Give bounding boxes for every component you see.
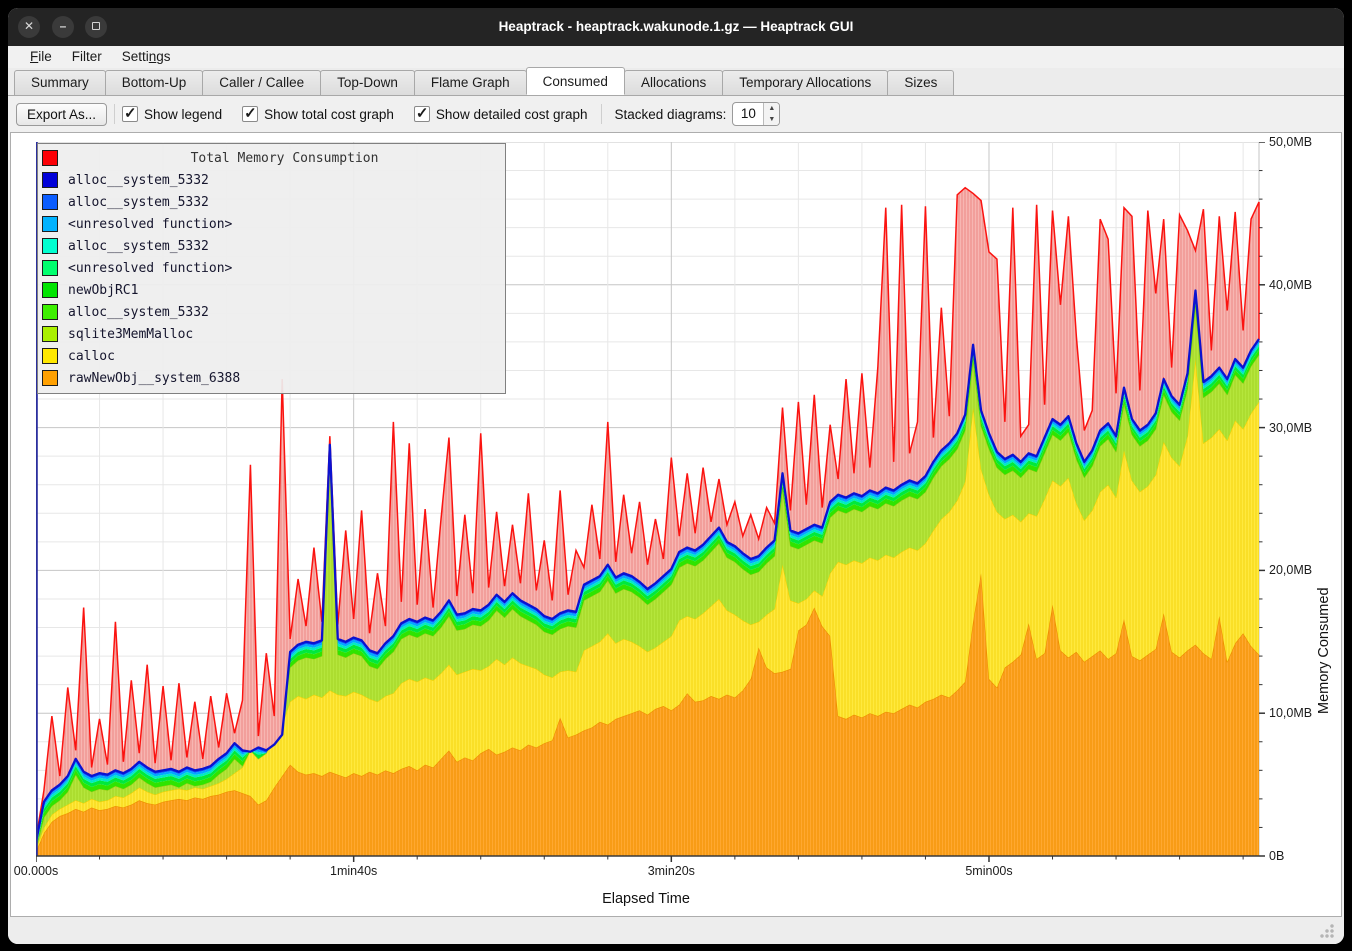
legend-item: alloc__system_5332 (42, 169, 501, 191)
tab-summary[interactable]: Summary (14, 70, 106, 95)
menu-bar: File Filter Settings (8, 46, 1344, 68)
legend-label: alloc__system_5332 (68, 304, 209, 320)
legend-label: newObjRC1 (68, 282, 139, 298)
legend-label: <unresolved function> (68, 260, 233, 276)
legend-swatch-icon (42, 260, 58, 276)
memory-consumption-plot[interactable] (36, 142, 1265, 864)
legend-label: alloc__system_5332 (68, 194, 209, 210)
tab-caller-callee[interactable]: Caller / Callee (202, 70, 322, 95)
checkbox-show-total-cost-graph[interactable]: Show total cost graph (242, 104, 394, 122)
legend-swatch-icon (42, 194, 58, 210)
menu-file[interactable]: File (30, 49, 52, 64)
legend-title-row: Total Memory Consumption (42, 147, 501, 169)
resize-grip[interactable] (1320, 924, 1334, 938)
legend-swatch-icon (42, 304, 58, 320)
legend-swatch-icon (42, 370, 58, 386)
checkbox-box[interactable] (242, 104, 259, 122)
legend-swatch-icon (42, 348, 58, 364)
legend-item: alloc__system_5332 (42, 301, 501, 323)
y-tick-label: 40,0MB (1269, 277, 1313, 292)
legend-swatch-icon (42, 326, 58, 342)
spinner-down-icon[interactable]: ▼ (768, 116, 776, 123)
x-tick-label: 1min40s (330, 864, 378, 878)
consumed-chart[interactable]: 00.000s 1min40s 3min20s 5min00s 0B 10,0MB 20,… (10, 132, 1342, 917)
checkbox-label: Show total cost graph (264, 106, 394, 122)
x-tick-label: 00.000s (13, 864, 59, 878)
tab-sizes[interactable]: Sizes (887, 70, 955, 95)
stacked-diagrams-label: Stacked diagrams: (614, 106, 727, 122)
checkbox-label: Show detailed cost graph (435, 106, 588, 122)
stacked-diagrams-spinner[interactable]: 10 ▲ ▼ (732, 102, 781, 126)
y-tick-label: 10,0MB (1269, 706, 1313, 721)
legend-item: calloc (42, 345, 501, 367)
window-title: Heaptrack - heaptrack.wakunode.1.gz — He… (498, 19, 854, 34)
legend-label: alloc__system_5332 (68, 172, 209, 188)
tab-bar: Summary Bottom-Up Caller / Callee Top-Down F… (8, 67, 1344, 96)
maximize-button[interactable] (85, 16, 107, 38)
x-tick-label: 5min00s (965, 864, 1013, 878)
title-bar[interactable]: Heaptrack - heaptrack.wakunode.1.gz — He… (8, 8, 1344, 46)
legend-item: <unresolved function> (42, 257, 501, 279)
menu-settings[interactable]: Settings (121, 49, 171, 64)
minimize-button[interactable] (52, 16, 74, 38)
toolbar-separator (600, 104, 602, 124)
export-as-button[interactable]: Export As... (16, 102, 108, 126)
toolbar-separator (114, 104, 116, 124)
heaptrack-window: Heaptrack - heaptrack.wakunode.1.gz — He… (8, 8, 1344, 944)
legend-item: alloc__system_5332 (42, 235, 501, 257)
legend-swatch-icon (42, 282, 58, 298)
checkbox-show-legend[interactable]: Show legend (122, 104, 223, 122)
tab-top-down[interactable]: Top-Down (320, 70, 415, 95)
checkbox-label: Show legend (144, 106, 223, 122)
spinner-up-icon[interactable]: ▲ (768, 105, 776, 112)
legend-swatch-icon (42, 238, 58, 254)
legend-label: alloc__system_5332 (68, 238, 209, 254)
legend-item: alloc__system_5332 (42, 191, 501, 213)
legend-label: sqlite3MemMalloc (68, 326, 194, 342)
tab-consumed[interactable]: Consumed (525, 67, 625, 95)
legend-swatch-icon (42, 150, 58, 166)
legend-label: <unresolved function> (68, 216, 233, 232)
chart-toolbar: Export As... Show legend Show total cost … (8, 96, 1344, 132)
legend-swatch-icon (42, 216, 58, 232)
stacked-diagrams-value[interactable]: 10 (740, 106, 756, 121)
y-tick-label: 30,0MB (1269, 420, 1313, 435)
y-tick-label: 50,0MB (1269, 135, 1313, 149)
tab-bottom-up[interactable]: Bottom-Up (104, 70, 204, 95)
status-bar (8, 917, 1344, 944)
maximize-icon (92, 22, 100, 30)
menu-filter[interactable]: Filter (71, 49, 102, 64)
legend-item: sqlite3MemMalloc (42, 323, 501, 345)
checkbox-show-detailed-cost-graph[interactable]: Show detailed cost graph (413, 104, 588, 122)
y-tick-label: 0B (1269, 849, 1285, 863)
legend-item: newObjRC1 (42, 279, 501, 301)
chart-legend: Total Memory Consumption alloc__system_53… (37, 143, 506, 394)
tab-flame-graph[interactable]: Flame Graph (413, 70, 527, 95)
legend-item: rawNewObj__system_6388 (42, 367, 501, 389)
legend-label: calloc (68, 348, 115, 364)
tab-allocations[interactable]: Allocations (623, 70, 724, 95)
x-tick-label: 3min20s (647, 864, 695, 878)
x-axis-title: Elapsed Time (602, 891, 690, 907)
close-button[interactable] (18, 16, 40, 38)
legend-swatch-icon (42, 172, 58, 188)
y-axis-title: Memory Consumed (1316, 587, 1332, 715)
checkbox-box[interactable] (122, 104, 139, 122)
legend-item: <unresolved function> (42, 213, 501, 235)
legend-label: Total Memory Consumption (190, 150, 379, 166)
legend-label: rawNewObj__system_6388 (68, 370, 241, 386)
checkbox-box[interactable] (413, 104, 430, 122)
y-tick-label: 20,0MB (1269, 563, 1313, 578)
tab-temporary-allocations[interactable]: Temporary Allocations (722, 70, 889, 95)
